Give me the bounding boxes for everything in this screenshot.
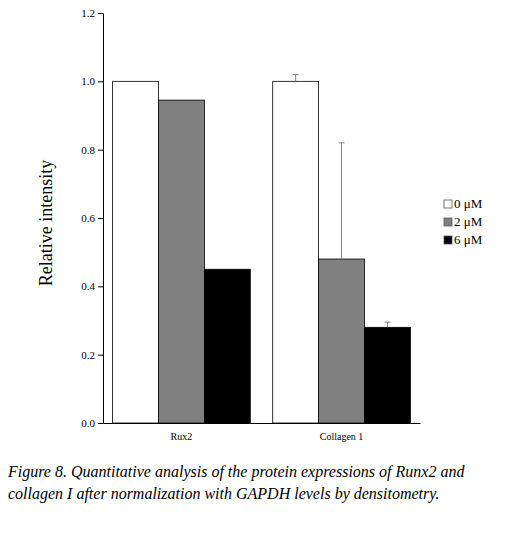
y-tick: 1.0 [81, 75, 103, 87]
x-axis-line [104, 423, 421, 424]
error-stem [387, 322, 388, 327]
y-tick-label: 0.0 [81, 417, 95, 429]
legend-swatch [444, 218, 452, 226]
error-stem [341, 143, 342, 259]
chart: 0.0 0.2 0.4 0.6 0.8 1.0 1.2 Rux2 Collagen 1 Relat… [0, 0, 527, 541]
y-tick-label: 0.2 [81, 349, 95, 361]
error-cap [384, 322, 390, 323]
caption: Figure 8. Quantitative analysis of the p… [7, 463, 465, 503]
caption-line: collagen I after normalization with GAPD… [8, 485, 440, 503]
y-tick-mark [98, 218, 103, 219]
y-tick-label: 1.2 [81, 7, 95, 19]
y-tick: 0.2 [81, 349, 103, 361]
x-tick-label: Rux2 [171, 431, 193, 442]
bars [113, 75, 411, 424]
error-bar [339, 143, 345, 259]
y-tick-mark [98, 423, 103, 424]
y-axis: 0.0 0.2 0.4 0.6 0.8 1.0 1.2 [81, 7, 103, 429]
legend-label: 0 μM [454, 196, 483, 211]
bar [319, 259, 365, 423]
bar [364, 327, 410, 423]
y-tick-label: 0.8 [81, 144, 95, 156]
bar [113, 81, 159, 423]
x-tick: Rux2 [171, 423, 193, 442]
bar [204, 269, 250, 423]
bar [273, 81, 319, 423]
x-tick: Collagen 1 [320, 423, 364, 442]
y-tick-mark [98, 81, 103, 82]
legend-label: 2 μM [454, 214, 483, 229]
legend-entry: 0 μM [444, 196, 483, 211]
legend-swatch [444, 236, 452, 244]
y-tick-mark [98, 355, 103, 356]
legend-swatch [444, 200, 452, 208]
bar [159, 100, 205, 423]
legend-entry: 2 μM [444, 214, 483, 229]
y-tick: 0.0 [81, 417, 103, 429]
y-tick: 0.6 [81, 212, 103, 224]
y-axis-line [98, 14, 104, 424]
y-tick-mark [98, 286, 103, 287]
error-stem [295, 75, 296, 82]
y-tick: 0.4 [81, 280, 103, 292]
x-axis: Rux2 Collagen 1 [104, 423, 421, 442]
legend: 0 μM 2 μM 6 μM [444, 196, 483, 247]
caption-line: Figure 8. Quantitative analysis of the p… [7, 463, 465, 481]
y-tick-mark [98, 13, 103, 14]
y-tick: 1.2 [81, 7, 103, 19]
error-bar [384, 322, 390, 327]
y-tick-label: 0.4 [81, 280, 95, 292]
y-tick-label: 1.0 [81, 75, 95, 87]
legend-entry: 6 μM [444, 232, 483, 247]
error-bar [293, 75, 299, 82]
legend-label: 6 μM [454, 232, 483, 247]
x-tick-label: Collagen 1 [320, 431, 364, 442]
error-cap [293, 74, 299, 75]
y-tick-mark [98, 150, 103, 151]
error-cap [339, 142, 345, 143]
y-tick: 0.8 [81, 144, 103, 156]
y-axis-title: Relative intensity [36, 160, 56, 286]
y-tick-label: 0.6 [81, 212, 95, 224]
